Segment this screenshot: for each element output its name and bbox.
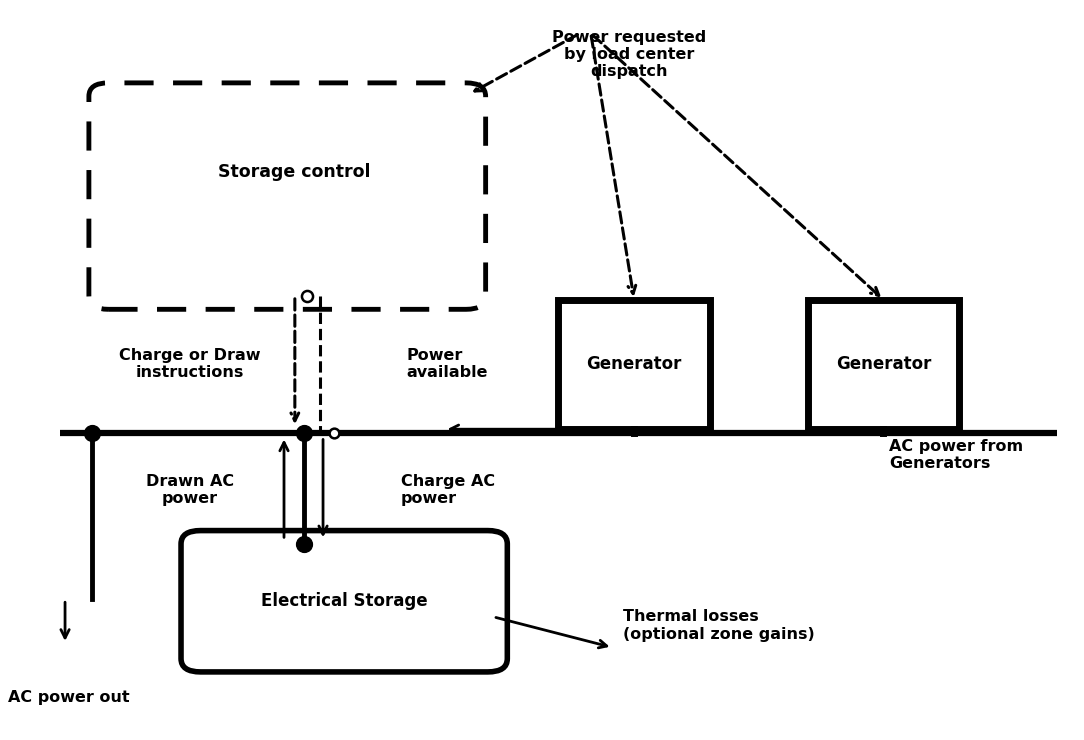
Text: AC power out: AC power out: [8, 690, 129, 704]
FancyBboxPatch shape: [808, 300, 959, 429]
Text: Charge AC
power: Charge AC power: [401, 474, 495, 506]
Text: Storage control: Storage control: [218, 163, 371, 181]
Text: Power
available: Power available: [406, 348, 488, 380]
Text: Power requested
by load center
dispatch: Power requested by load center dispatch: [552, 30, 706, 79]
FancyBboxPatch shape: [558, 300, 710, 429]
Text: Charge or Draw
instructions: Charge or Draw instructions: [119, 348, 260, 380]
Text: Generator: Generator: [586, 355, 682, 374]
Point: [295, 538, 312, 550]
Text: Drawn AC
power: Drawn AC power: [145, 474, 234, 506]
Text: Generator: Generator: [836, 355, 931, 374]
FancyBboxPatch shape: [89, 83, 486, 309]
Point: [295, 427, 312, 439]
Text: Electrical Storage: Electrical Storage: [261, 592, 427, 610]
Point: [83, 427, 101, 439]
Text: AC power from
Generators: AC power from Generators: [889, 439, 1023, 471]
FancyBboxPatch shape: [181, 531, 507, 672]
Text: Thermal losses
(optional zone gains): Thermal losses (optional zone gains): [623, 609, 815, 642]
